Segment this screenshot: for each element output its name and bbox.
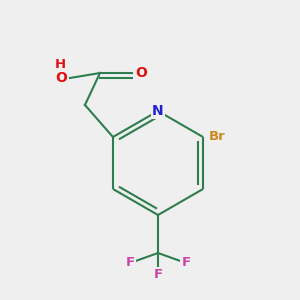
Text: Br: Br [209,130,226,143]
Text: O: O [135,66,147,80]
Text: O: O [55,71,67,85]
Text: N: N [152,104,164,118]
Text: F: F [125,256,135,269]
Text: H: H [54,58,65,70]
Text: F: F [153,268,163,281]
Text: F: F [182,256,190,269]
